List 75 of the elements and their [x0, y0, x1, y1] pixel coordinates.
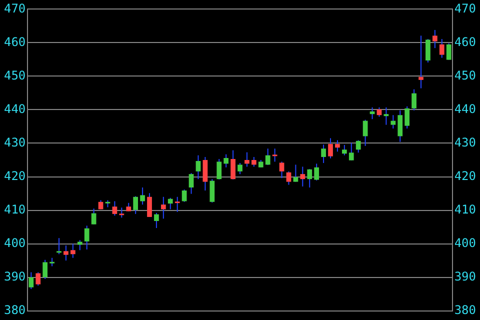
candlestick — [77, 240, 82, 251]
y-tick-label: 380 — [4, 302, 26, 317]
candlestick — [286, 170, 292, 186]
candlestick — [335, 140, 340, 152]
candlestick — [98, 200, 104, 210]
candlestick — [348, 142, 354, 161]
candlestick — [265, 148, 270, 166]
y2-tick-label: 430 — [454, 135, 476, 150]
candlestick — [426, 38, 430, 63]
candlestick — [154, 212, 159, 229]
candlestick — [224, 154, 229, 168]
candlestick — [91, 208, 96, 225]
candlestick — [196, 154, 201, 180]
candlestick — [342, 144, 347, 156]
candlestick — [418, 35, 424, 89]
candlestick — [28, 272, 34, 290]
candlestick — [133, 196, 138, 214]
y2-tick-label: 460 — [454, 34, 476, 49]
candlestick — [321, 144, 326, 164]
candlestick — [210, 178, 215, 204]
candlestick — [168, 197, 173, 210]
candlestick — [293, 164, 298, 182]
candlestick — [174, 196, 180, 212]
candlestick — [244, 152, 250, 168]
candlestick — [446, 42, 452, 60]
candlestick — [182, 188, 187, 202]
candlestick — [56, 238, 62, 255]
y-tick-label: 460 — [4, 34, 26, 49]
y-tick-label: 430 — [4, 135, 26, 150]
candlestick — [36, 272, 41, 286]
y-tick-label: 400 — [4, 236, 26, 250]
y-tick-label: 440 — [4, 102, 26, 116]
y2-tick-label: 440 — [454, 102, 476, 116]
y2-tick-label: 400 — [454, 236, 476, 250]
candlestick — [160, 196, 166, 220]
candlestick — [307, 168, 312, 188]
candlestick — [64, 244, 68, 262]
candlestick — [230, 150, 236, 180]
candlestick — [238, 162, 242, 175]
candlestick — [251, 156, 256, 168]
candlestick — [188, 172, 194, 194]
candlestick — [328, 138, 333, 159]
candlestick — [272, 148, 278, 162]
candlestick — [412, 88, 416, 111]
candlestick — [439, 38, 444, 58]
y2-tick-label: 470 — [454, 1, 476, 16]
y-tick-label: 410 — [4, 202, 26, 216]
candlestick — [112, 200, 118, 216]
candlestick — [147, 192, 152, 218]
candlestick — [119, 207, 124, 218]
y-tick-label: 420 — [4, 168, 26, 183]
candlestick — [70, 243, 76, 258]
candlestick — [362, 119, 368, 146]
y2-tick-label: 420 — [454, 168, 476, 183]
candlestick — [216, 158, 222, 180]
candlestick — [42, 259, 48, 280]
candlestick — [356, 140, 361, 154]
y2-tick-label: 390 — [454, 269, 476, 284]
y2-tick-label: 380 — [454, 302, 476, 317]
candlestick — [84, 225, 90, 250]
candlestick — [300, 166, 306, 187]
candlestick — [390, 114, 396, 129]
candlestick — [398, 110, 403, 142]
candlestick — [202, 156, 208, 191]
y2-tick-label: 410 — [454, 202, 476, 216]
candlestick — [404, 106, 410, 129]
candlestick — [314, 163, 320, 181]
candlestick — [432, 29, 438, 49]
y-tick-label: 450 — [4, 68, 26, 82]
y-tick-label: 470 — [4, 1, 26, 16]
candlestick — [384, 106, 389, 126]
candlestick — [279, 161, 284, 179]
y2-tick-label: 450 — [454, 68, 476, 82]
candlestick — [140, 186, 145, 206]
y-tick-label: 390 — [4, 269, 26, 284]
